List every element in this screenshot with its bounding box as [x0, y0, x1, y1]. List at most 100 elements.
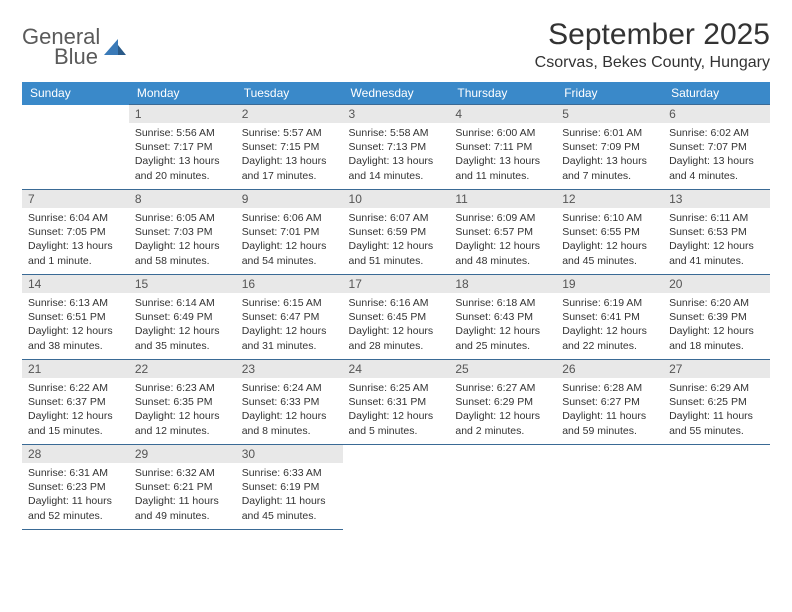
- day-info: Sunrise: 6:10 AMSunset: 6:55 PMDaylight:…: [556, 208, 663, 271]
- weekday-header: Friday: [556, 82, 663, 105]
- day-info: Sunrise: 6:22 AMSunset: 6:37 PMDaylight:…: [22, 378, 129, 441]
- calendar-day-cell: 15Sunrise: 6:14 AMSunset: 6:49 PMDayligh…: [129, 275, 236, 360]
- day-info: Sunrise: 6:14 AMSunset: 6:49 PMDaylight:…: [129, 293, 236, 356]
- day-number: 2: [236, 105, 343, 123]
- day-number: 19: [556, 275, 663, 293]
- day-info: Sunrise: 6:19 AMSunset: 6:41 PMDaylight:…: [556, 293, 663, 356]
- day-info: Sunrise: 5:58 AMSunset: 7:13 PMDaylight:…: [343, 123, 450, 186]
- calendar-day-cell: 13Sunrise: 6:11 AMSunset: 6:53 PMDayligh…: [663, 190, 770, 275]
- day-number: 15: [129, 275, 236, 293]
- calendar-week-row: 21Sunrise: 6:22 AMSunset: 6:37 PMDayligh…: [22, 360, 770, 445]
- calendar-day-cell: 25Sunrise: 6:27 AMSunset: 6:29 PMDayligh…: [449, 360, 556, 445]
- calendar-week-row: 1Sunrise: 5:56 AMSunset: 7:17 PMDaylight…: [22, 105, 770, 190]
- day-number: 21: [22, 360, 129, 378]
- calendar-day-cell: 6Sunrise: 6:02 AMSunset: 7:07 PMDaylight…: [663, 105, 770, 190]
- calendar-day-cell: 16Sunrise: 6:15 AMSunset: 6:47 PMDayligh…: [236, 275, 343, 360]
- calendar-week-row: 14Sunrise: 6:13 AMSunset: 6:51 PMDayligh…: [22, 275, 770, 360]
- day-info: Sunrise: 6:28 AMSunset: 6:27 PMDaylight:…: [556, 378, 663, 441]
- weekday-header: Saturday: [663, 82, 770, 105]
- day-number: 23: [236, 360, 343, 378]
- day-number: 5: [556, 105, 663, 123]
- day-info: Sunrise: 6:04 AMSunset: 7:05 PMDaylight:…: [22, 208, 129, 271]
- day-number: 27: [663, 360, 770, 378]
- header: General Blue September 2025 Csorvas, Bek…: [22, 18, 770, 72]
- calendar-day-cell: 1Sunrise: 5:56 AMSunset: 7:17 PMDaylight…: [129, 105, 236, 190]
- calendar-day-cell: 18Sunrise: 6:18 AMSunset: 6:43 PMDayligh…: [449, 275, 556, 360]
- day-number: 9: [236, 190, 343, 208]
- day-info: Sunrise: 6:23 AMSunset: 6:35 PMDaylight:…: [129, 378, 236, 441]
- day-number: 22: [129, 360, 236, 378]
- weekday-header: Tuesday: [236, 82, 343, 105]
- day-number: 4: [449, 105, 556, 123]
- day-number: 16: [236, 275, 343, 293]
- calendar-table: SundayMondayTuesdayWednesdayThursdayFrid…: [22, 82, 770, 530]
- calendar-day-cell: 11Sunrise: 6:09 AMSunset: 6:57 PMDayligh…: [449, 190, 556, 275]
- day-number: 20: [663, 275, 770, 293]
- calendar-day-cell: [449, 445, 556, 530]
- calendar-day-cell: 22Sunrise: 6:23 AMSunset: 6:35 PMDayligh…: [129, 360, 236, 445]
- day-number: 29: [129, 445, 236, 463]
- calendar-day-cell: 14Sunrise: 6:13 AMSunset: 6:51 PMDayligh…: [22, 275, 129, 360]
- calendar-day-cell: [22, 105, 129, 190]
- calendar-day-cell: [663, 445, 770, 530]
- day-info: Sunrise: 6:29 AMSunset: 6:25 PMDaylight:…: [663, 378, 770, 441]
- weekday-header: Wednesday: [343, 82, 450, 105]
- day-number: 3: [343, 105, 450, 123]
- day-number: 7: [22, 190, 129, 208]
- weekday-header: Monday: [129, 82, 236, 105]
- calendar-day-cell: 23Sunrise: 6:24 AMSunset: 6:33 PMDayligh…: [236, 360, 343, 445]
- calendar-week-row: 7Sunrise: 6:04 AMSunset: 7:05 PMDaylight…: [22, 190, 770, 275]
- logo-triangle-icon: [104, 37, 128, 57]
- calendar-day-cell: 3Sunrise: 5:58 AMSunset: 7:13 PMDaylight…: [343, 105, 450, 190]
- calendar-week-row: 28Sunrise: 6:31 AMSunset: 6:23 PMDayligh…: [22, 445, 770, 530]
- day-info: Sunrise: 6:15 AMSunset: 6:47 PMDaylight:…: [236, 293, 343, 356]
- day-number: 11: [449, 190, 556, 208]
- calendar-day-cell: 28Sunrise: 6:31 AMSunset: 6:23 PMDayligh…: [22, 445, 129, 530]
- day-info: Sunrise: 6:11 AMSunset: 6:53 PMDaylight:…: [663, 208, 770, 271]
- calendar-day-cell: [343, 445, 450, 530]
- calendar-day-cell: 20Sunrise: 6:20 AMSunset: 6:39 PMDayligh…: [663, 275, 770, 360]
- day-number: 28: [22, 445, 129, 463]
- day-info: Sunrise: 6:24 AMSunset: 6:33 PMDaylight:…: [236, 378, 343, 441]
- calendar-day-cell: 29Sunrise: 6:32 AMSunset: 6:21 PMDayligh…: [129, 445, 236, 530]
- day-info: Sunrise: 6:25 AMSunset: 6:31 PMDaylight:…: [343, 378, 450, 441]
- calendar-day-cell: 12Sunrise: 6:10 AMSunset: 6:55 PMDayligh…: [556, 190, 663, 275]
- day-info: Sunrise: 6:20 AMSunset: 6:39 PMDaylight:…: [663, 293, 770, 356]
- calendar-day-cell: 26Sunrise: 6:28 AMSunset: 6:27 PMDayligh…: [556, 360, 663, 445]
- day-number: 30: [236, 445, 343, 463]
- day-info: Sunrise: 6:07 AMSunset: 6:59 PMDaylight:…: [343, 208, 450, 271]
- day-info: Sunrise: 6:32 AMSunset: 6:21 PMDaylight:…: [129, 463, 236, 526]
- day-info: Sunrise: 6:33 AMSunset: 6:19 PMDaylight:…: [236, 463, 343, 526]
- day-info: Sunrise: 5:57 AMSunset: 7:15 PMDaylight:…: [236, 123, 343, 186]
- day-info: Sunrise: 6:05 AMSunset: 7:03 PMDaylight:…: [129, 208, 236, 271]
- calendar-day-cell: 4Sunrise: 6:00 AMSunset: 7:11 PMDaylight…: [449, 105, 556, 190]
- day-info: Sunrise: 6:16 AMSunset: 6:45 PMDaylight:…: [343, 293, 450, 356]
- day-info: Sunrise: 6:02 AMSunset: 7:07 PMDaylight:…: [663, 123, 770, 186]
- day-info: Sunrise: 6:13 AMSunset: 6:51 PMDaylight:…: [22, 293, 129, 356]
- calendar-day-cell: 24Sunrise: 6:25 AMSunset: 6:31 PMDayligh…: [343, 360, 450, 445]
- weekday-header: Thursday: [449, 82, 556, 105]
- title-block: September 2025 Csorvas, Bekes County, Hu…: [535, 18, 770, 72]
- calendar-day-cell: 19Sunrise: 6:19 AMSunset: 6:41 PMDayligh…: [556, 275, 663, 360]
- day-info: Sunrise: 5:56 AMSunset: 7:17 PMDaylight:…: [129, 123, 236, 186]
- day-number: 8: [129, 190, 236, 208]
- day-info: Sunrise: 6:06 AMSunset: 7:01 PMDaylight:…: [236, 208, 343, 271]
- day-number: 14: [22, 275, 129, 293]
- weekday-header: Sunday: [22, 82, 129, 105]
- day-number: 12: [556, 190, 663, 208]
- month-title: September 2025: [535, 18, 770, 52]
- calendar-day-cell: 17Sunrise: 6:16 AMSunset: 6:45 PMDayligh…: [343, 275, 450, 360]
- calendar-header-row: SundayMondayTuesdayWednesdayThursdayFrid…: [22, 82, 770, 105]
- day-number: 13: [663, 190, 770, 208]
- day-number: 24: [343, 360, 450, 378]
- calendar-day-cell: 9Sunrise: 6:06 AMSunset: 7:01 PMDaylight…: [236, 190, 343, 275]
- logo-line2: Blue: [54, 44, 100, 70]
- day-number: 18: [449, 275, 556, 293]
- day-info: Sunrise: 6:18 AMSunset: 6:43 PMDaylight:…: [449, 293, 556, 356]
- day-number: 26: [556, 360, 663, 378]
- calendar-day-cell: 7Sunrise: 6:04 AMSunset: 7:05 PMDaylight…: [22, 190, 129, 275]
- day-info: Sunrise: 6:09 AMSunset: 6:57 PMDaylight:…: [449, 208, 556, 271]
- day-number: 25: [449, 360, 556, 378]
- calendar-day-cell: 8Sunrise: 6:05 AMSunset: 7:03 PMDaylight…: [129, 190, 236, 275]
- day-info: Sunrise: 6:27 AMSunset: 6:29 PMDaylight:…: [449, 378, 556, 441]
